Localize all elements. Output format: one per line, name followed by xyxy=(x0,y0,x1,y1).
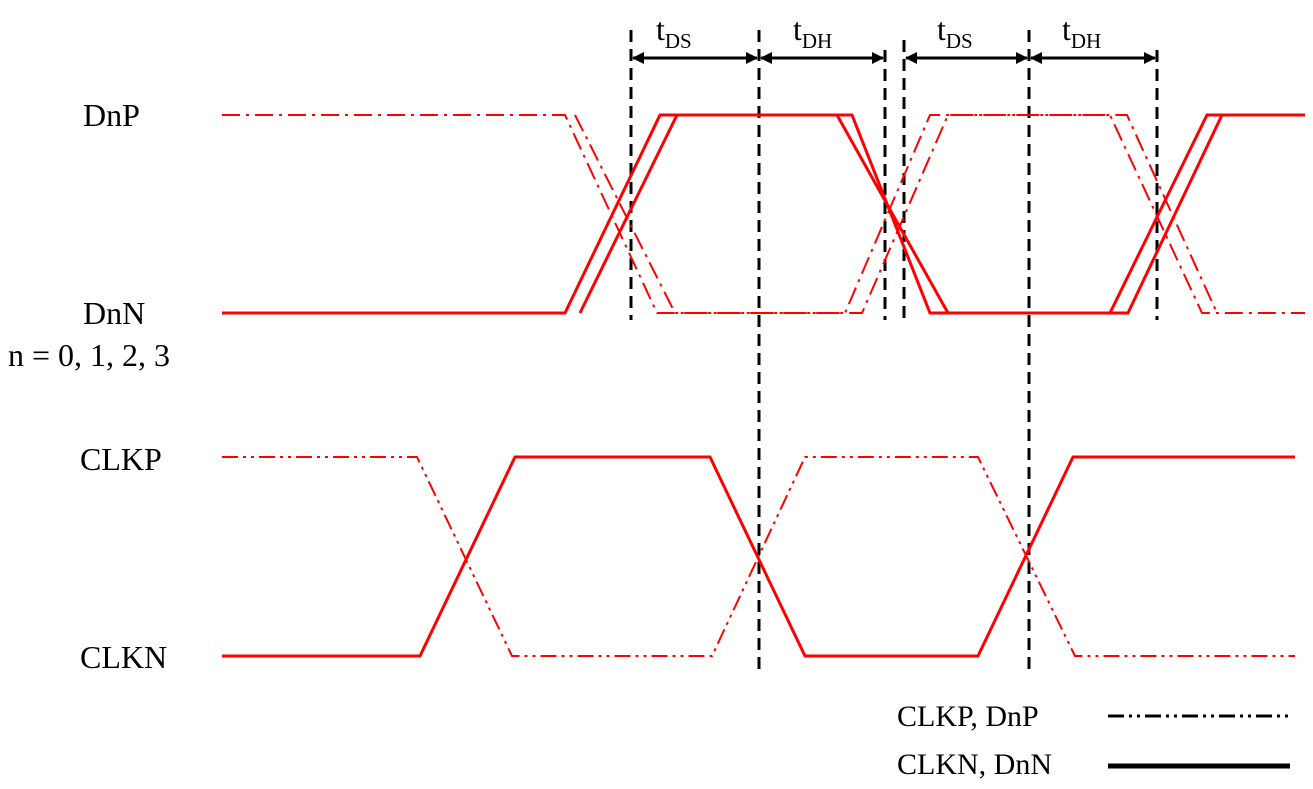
legend-label-solid: CLKN, DnN xyxy=(897,748,1052,781)
signal-labels: DnP DnN n = 0, 1, 2, 3 CLKP CLKN xyxy=(8,97,170,675)
label-tdh-2: tDH xyxy=(1062,11,1101,53)
timing-markers xyxy=(629,30,1159,670)
dnn-trace-b xyxy=(578,113,1224,315)
label-clkn: CLKN xyxy=(80,639,167,675)
label-n-values: n = 0, 1, 2, 3 xyxy=(8,337,170,373)
legend-label-dash: CLKP, DnP xyxy=(897,700,1039,733)
label-clkp: CLKP xyxy=(80,441,162,477)
dnp-waveform xyxy=(222,114,1305,314)
dnp-trace-a xyxy=(222,114,1305,314)
label-tdh-1: tDH xyxy=(793,11,832,53)
label-dnp: DnP xyxy=(83,97,140,133)
legend: CLKP, DnP CLKN, DnN xyxy=(897,700,1290,781)
label-tds-2: tDS xyxy=(937,11,973,53)
timing-labels: tDS tDH tDS tDH xyxy=(656,11,1101,53)
clkp-waveform xyxy=(222,456,1295,657)
label-dnn: DnN xyxy=(83,295,145,331)
dnp-trace-b xyxy=(574,114,1218,314)
dnn-waveform xyxy=(222,113,1305,315)
label-tds-1: tDS xyxy=(656,11,692,53)
